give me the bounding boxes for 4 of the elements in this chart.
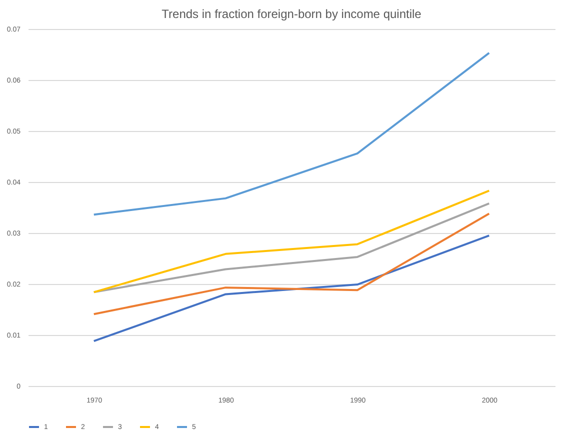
line-series <box>92 212 490 316</box>
chart-title: Trends in fraction foreign-born by income quintile <box>162 7 422 21</box>
line-series <box>92 52 490 216</box>
line-series <box>92 234 490 342</box>
